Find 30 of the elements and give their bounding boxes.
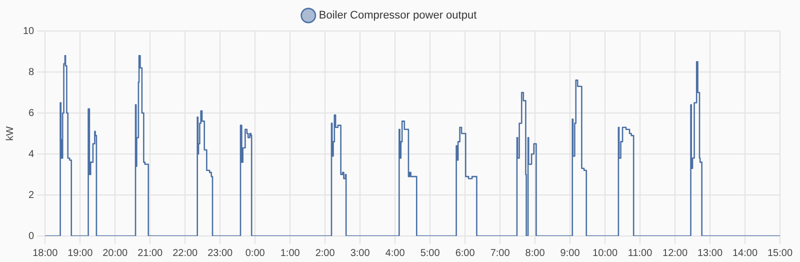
x-tick-label: 15:00: [767, 248, 793, 259]
x-tick-label: 21:00: [138, 248, 164, 259]
x-tick-label: 1:00: [280, 248, 300, 259]
x-tick-label: 3:00: [350, 248, 370, 259]
x-tick-label: 5:00: [420, 248, 440, 259]
y-tick-label: 10: [23, 26, 35, 37]
x-tick-label: 12:00: [662, 248, 688, 259]
x-tick-label: 10:00: [592, 248, 618, 259]
y-tick-label: 6: [28, 108, 35, 119]
x-tick-label: 2:00: [315, 248, 336, 259]
x-tick-label: 8:00: [525, 248, 546, 259]
x-tick-label: 14:00: [732, 248, 758, 259]
x-tick-label: 4:00: [385, 248, 406, 259]
x-tick-label: 11:00: [628, 248, 653, 259]
x-tick-label: 18:00: [32, 248, 58, 259]
y-axis-title: kW: [4, 126, 16, 141]
y-tick-label: 2: [28, 190, 35, 201]
x-tick-label: 13:00: [697, 248, 723, 259]
x-tick-label: 23:00: [208, 248, 234, 259]
x-tick-label: 6:00: [455, 248, 476, 259]
x-tick-label: 0:00: [245, 248, 266, 259]
legend-label: Boiler Compressor power output: [318, 10, 477, 22]
x-tick-label: 9:00: [560, 248, 580, 259]
x-tick-label: 19:00: [68, 248, 94, 259]
y-tick-label: 8: [28, 66, 35, 78]
x-tick-label: 20:00: [102, 248, 128, 259]
x-tick-label: 22:00: [172, 248, 198, 259]
x-tick-label: 7:00: [490, 248, 510, 259]
y-tick-label: 0: [28, 230, 35, 242]
y-tick-label: 4: [28, 148, 35, 160]
